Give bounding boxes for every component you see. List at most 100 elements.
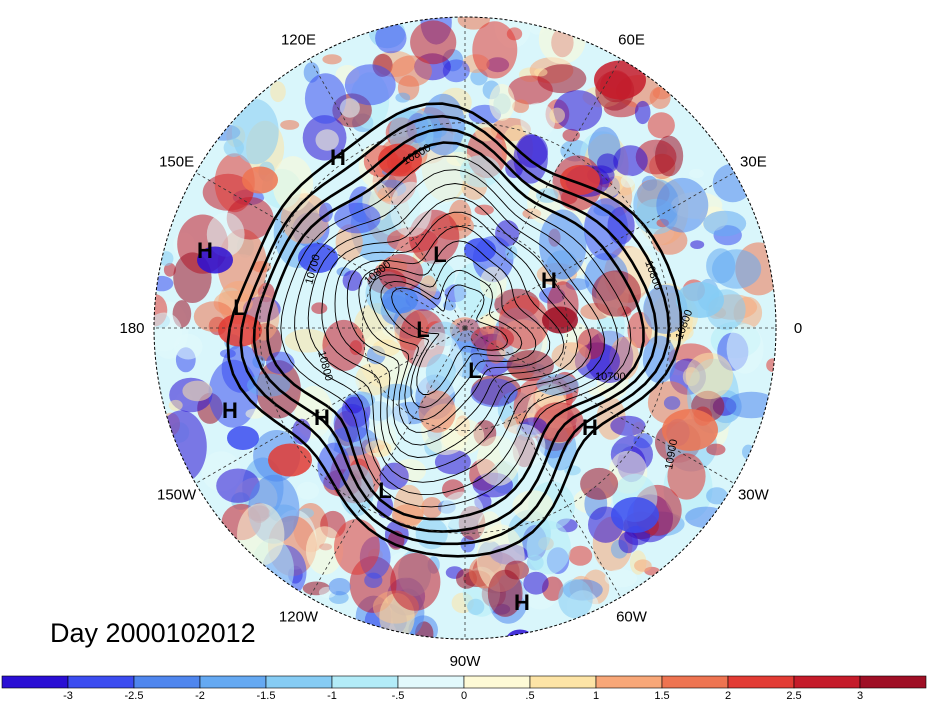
anomaly-blob <box>344 64 396 106</box>
contour-value-label: 10900 <box>663 438 680 470</box>
anomaly-blob <box>334 518 380 575</box>
meridian-line <box>309 327 466 598</box>
colorbar-tick-label: -1 <box>327 690 337 702</box>
high-pressure-marker: H <box>197 238 213 263</box>
anomaly-blob <box>252 261 272 273</box>
anomaly-blob <box>656 177 709 233</box>
colorbar-tick-label: -2 <box>195 690 205 702</box>
anomaly-blob <box>154 312 183 352</box>
anomaly-blob <box>703 210 747 237</box>
anomaly-blob <box>533 402 584 443</box>
colorbar: -3 -2.5 -2 -1.5 -1 -.5 0 .5 1 1.5 2 2.5 3 <box>1 675 927 702</box>
anomaly-blob <box>375 22 407 54</box>
longitude-label: 120E <box>281 32 316 49</box>
anomaly-core <box>298 243 338 273</box>
colorbar-tick-label: -3 <box>63 690 73 702</box>
anomaly-blob <box>620 174 635 188</box>
anomaly-blob <box>304 73 347 124</box>
colorbar-tick-label: -2.5 <box>125 690 144 702</box>
colorbar-tick-label: 2 <box>725 690 731 702</box>
contour-line <box>266 141 645 521</box>
anomaly-blob <box>168 399 183 411</box>
anomaly-blob <box>334 202 381 234</box>
anomaly-blob <box>588 386 607 396</box>
anomaly-blob <box>520 102 556 139</box>
anomaly-blob <box>443 300 456 311</box>
high-pressure-marker: H <box>314 405 330 430</box>
colorbar-swatch <box>133 675 201 689</box>
longitude-label: 120W <box>279 608 319 625</box>
anomaly-blob <box>345 377 360 396</box>
colorbar-tick-label: .5 <box>525 690 534 702</box>
anomaly-blob <box>516 134 549 168</box>
anomaly-core <box>242 166 278 194</box>
anomaly-blob <box>526 520 571 575</box>
anomaly-blob <box>642 335 677 384</box>
anomaly-blob <box>231 99 279 165</box>
anomaly-blob <box>280 120 300 130</box>
anomaly-blob <box>339 98 360 118</box>
anomaly-core <box>268 443 312 477</box>
contour-line <box>321 197 592 471</box>
low-pressure-marker: L <box>233 295 246 320</box>
colorbar-tick-label: 1.5 <box>654 690 669 702</box>
anomaly-core <box>594 60 646 100</box>
anomaly-blob <box>208 359 259 428</box>
colorbar-swatch <box>595 675 663 689</box>
anomaly-blob <box>725 391 776 419</box>
meridian-line <box>195 327 466 484</box>
anomaly-blob <box>390 55 432 87</box>
anomaly-blob <box>305 526 344 575</box>
anomaly-blob <box>459 155 501 188</box>
anomaly-blob <box>663 396 681 410</box>
anomaly-blob <box>536 374 579 396</box>
anomaly-blob <box>315 129 339 151</box>
anomaly-blob <box>558 579 593 619</box>
contour-line <box>346 225 565 446</box>
anomaly-blob <box>562 128 580 142</box>
anomaly-blob <box>726 324 764 374</box>
colorbar-swatch <box>859 675 927 689</box>
contour-line <box>280 155 632 508</box>
anomaly-blob <box>216 468 260 503</box>
anomaly-core <box>542 306 578 334</box>
map-boundary <box>153 16 777 640</box>
longitude-label: 0 <box>794 320 802 337</box>
anomaly-core <box>378 143 422 177</box>
colorbar-tick-label: 1 <box>593 690 599 702</box>
anomaly-blob <box>163 262 176 277</box>
anomaly-blob <box>647 112 675 139</box>
anomaly-blob <box>335 224 363 261</box>
anomaly-blob <box>270 81 286 103</box>
anomaly-core <box>227 426 259 450</box>
anomaly-blob <box>553 90 603 132</box>
colorbar-swatch <box>463 675 531 689</box>
longitude-label: 90W <box>450 653 482 670</box>
anomaly-blob <box>272 156 314 212</box>
longitude-label: 180 <box>119 320 144 337</box>
anomaly-blob <box>487 569 523 617</box>
colorbar-tick-label: 2.5 <box>786 690 801 702</box>
high-pressure-marker: H <box>330 145 346 170</box>
anomaly-blob <box>154 275 174 292</box>
graticule <box>154 17 776 639</box>
longitude-label: 30E <box>740 154 767 171</box>
anomaly-blob <box>538 17 586 64</box>
anomaly-blob <box>440 491 484 531</box>
anomaly-core <box>676 282 724 318</box>
colorbar-tick-label: 3 <box>857 690 863 702</box>
anomaly-blob <box>342 270 363 291</box>
colorbar-swatch <box>265 675 333 689</box>
anomaly-blob <box>311 302 328 315</box>
high-pressure-marker: H <box>541 268 557 293</box>
anomaly-blob <box>214 153 255 213</box>
anomaly-core <box>611 497 659 533</box>
anomaly-blob <box>421 497 443 519</box>
anomaly-blob <box>685 352 734 400</box>
anomaly-blob <box>706 487 728 505</box>
colorbar-swatch <box>661 675 729 689</box>
high-pressure-marker: H <box>514 590 530 615</box>
high-pressure-marker: H <box>582 415 598 440</box>
anomaly-blob <box>613 145 648 177</box>
low-pressure-marker: L <box>433 242 446 267</box>
